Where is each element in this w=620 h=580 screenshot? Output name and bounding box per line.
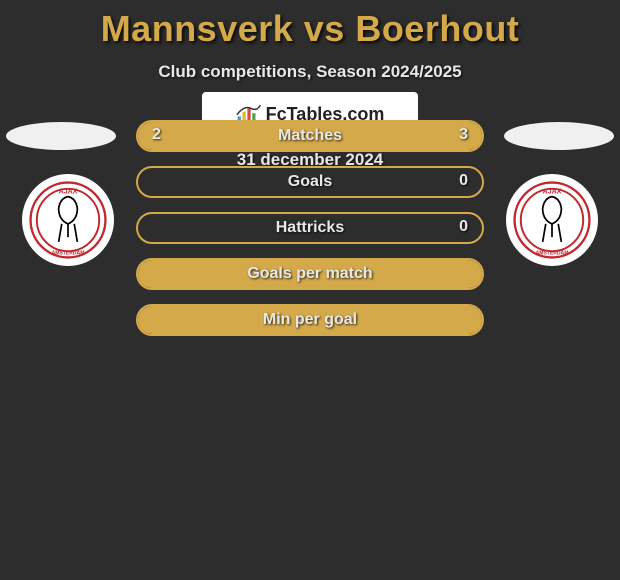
stat-label: Hattricks	[138, 219, 482, 237]
subtitle: Club competitions, Season 2024/2025	[0, 62, 620, 82]
club-badge-right: AJAX AMSTERDAM	[506, 174, 598, 266]
stat-row: Hattricks0	[136, 212, 484, 244]
page-title: Mannsverk vs Boerhout	[0, 0, 620, 50]
stat-value-left: 2	[152, 126, 161, 144]
stat-row: Goals0	[136, 166, 484, 198]
stat-row: Goals per match	[136, 258, 484, 290]
svg-text:AJAX: AJAX	[59, 188, 78, 195]
stat-row: Matches2 3	[136, 120, 484, 152]
ajax-logo-icon: AJAX AMSTERDAM	[513, 181, 591, 259]
svg-text:AMSTERDAM: AMSTERDAM	[536, 250, 569, 256]
svg-text:AMSTERDAM: AMSTERDAM	[52, 250, 85, 256]
stat-value-right: 3	[459, 126, 468, 144]
player-left-headshot	[6, 122, 116, 150]
stat-value-right: 0	[459, 172, 468, 190]
stat-label: Min per goal	[138, 311, 482, 329]
stats-container: Matches23Goals0Hattricks0Goals per match…	[136, 120, 484, 350]
club-badge-left: AJAX AMSTERDAM	[22, 174, 114, 266]
stat-row: Min per goal	[136, 304, 484, 336]
stat-label: Goals per match	[138, 265, 482, 283]
stat-value-right: 0	[459, 218, 468, 236]
svg-text:AJAX: AJAX	[543, 188, 562, 195]
player-right-headshot	[504, 122, 614, 150]
ajax-logo-icon: AJAX AMSTERDAM	[29, 181, 107, 259]
stat-label: Matches	[138, 127, 482, 145]
stat-label: Goals	[138, 173, 482, 191]
